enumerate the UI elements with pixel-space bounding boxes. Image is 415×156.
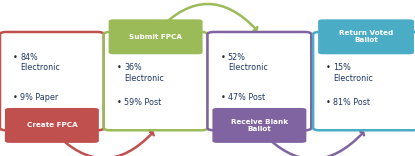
FancyBboxPatch shape	[208, 32, 311, 130]
Text: Receive Blank
Ballot: Receive Blank Ballot	[231, 119, 288, 132]
FancyBboxPatch shape	[5, 108, 99, 143]
Text: •: •	[220, 53, 225, 62]
Text: 47% Post: 47% Post	[228, 93, 265, 102]
Text: •: •	[220, 93, 225, 102]
Text: Submit FPCA: Submit FPCA	[129, 34, 182, 40]
Text: 59% Post: 59% Post	[124, 98, 161, 107]
FancyBboxPatch shape	[109, 19, 203, 54]
Text: •: •	[326, 63, 331, 72]
Text: 15%
Electronic: 15% Electronic	[334, 63, 374, 83]
Text: •: •	[13, 93, 18, 102]
FancyBboxPatch shape	[318, 19, 414, 54]
Text: 81% Post: 81% Post	[334, 98, 371, 107]
Text: 36%
Electronic: 36% Electronic	[124, 63, 164, 83]
Text: •: •	[117, 98, 122, 107]
FancyBboxPatch shape	[313, 32, 415, 130]
FancyBboxPatch shape	[104, 32, 208, 130]
Text: 9% Paper: 9% Paper	[20, 93, 59, 102]
Text: Return Voted
Ballot: Return Voted Ballot	[339, 30, 393, 43]
FancyBboxPatch shape	[0, 32, 104, 130]
Text: 84%
Electronic: 84% Electronic	[20, 53, 60, 72]
Text: 52%
Electronic: 52% Electronic	[228, 53, 268, 72]
Text: Create FPCA: Create FPCA	[27, 122, 77, 128]
Text: •: •	[13, 53, 18, 62]
Text: •: •	[117, 63, 122, 72]
Text: •: •	[326, 98, 331, 107]
FancyBboxPatch shape	[212, 108, 306, 143]
